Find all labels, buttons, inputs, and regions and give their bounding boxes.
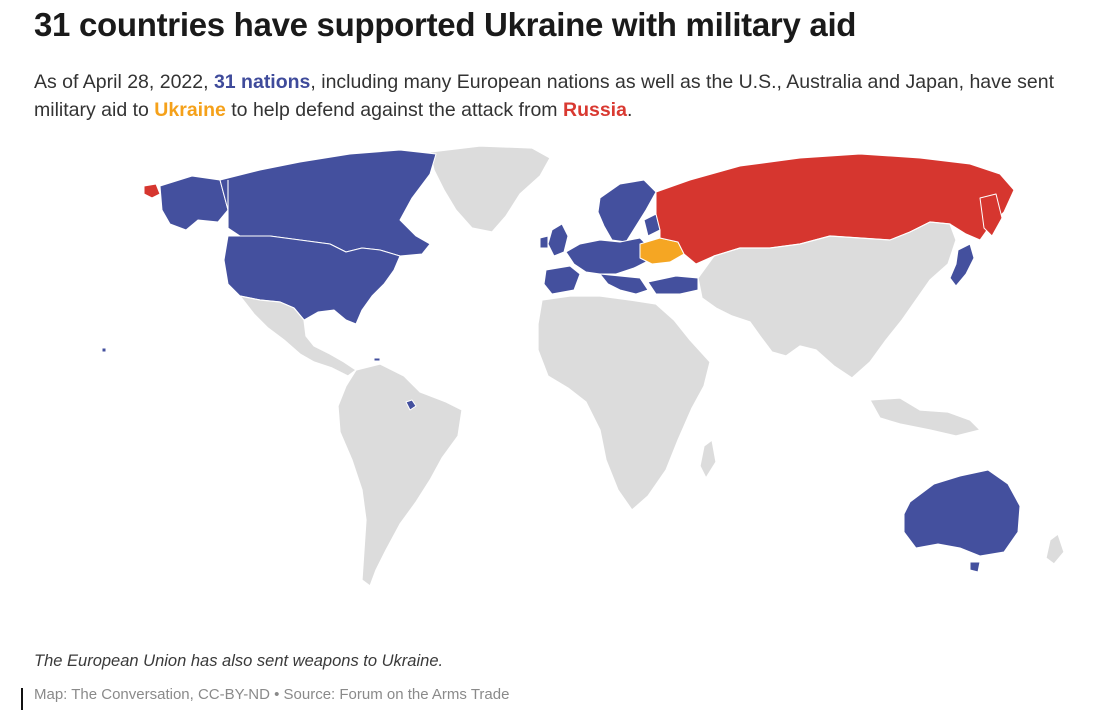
- country-caribbean-territory: [373, 357, 381, 362]
- continent-south-america: [337, 363, 463, 587]
- text-cursor: [21, 688, 23, 710]
- country-usa-hawaii: [101, 347, 107, 353]
- chart-title: 31 countries have supported Ukraine with…: [34, 6, 857, 43]
- region-scandinavia: [597, 179, 657, 243]
- subtitle-highlight-ukraine: Ukraine: [154, 99, 226, 121]
- country-australia: [903, 469, 1021, 557]
- world-map: [100, 140, 1100, 600]
- region-western-central-europe: [565, 237, 651, 275]
- country-ireland: [539, 235, 549, 249]
- country-japan: [949, 243, 975, 287]
- country-iberia: [543, 265, 581, 295]
- country-mexico: [239, 295, 357, 377]
- country-french-guiana: [405, 399, 417, 411]
- country-uk: [547, 223, 569, 257]
- subtitle-highlight-russia: Russia: [562, 99, 627, 121]
- country-greenland: [429, 145, 551, 233]
- country-australia-tasmania: [969, 561, 981, 573]
- subtitle-text-3: to help defend against the attack from: [225, 99, 563, 121]
- world-map-svg: [101, 145, 1065, 587]
- country-russia-chukotka: [143, 183, 161, 199]
- subtitle-text-2: , including many European nations as wel…: [34, 71, 1055, 121]
- country-turkey: [647, 275, 699, 295]
- country-usa: [223, 235, 401, 325]
- chart-subtitle: As of April 28, 2022, 31 nations, includ…: [34, 68, 1104, 124]
- subtitle-highlight-nations: 31 nations: [213, 71, 311, 93]
- subtitle-text-4: .: [626, 99, 633, 121]
- map-credit: Map: The Conversation, CC-BY-ND • Source…: [34, 686, 510, 703]
- country-russia-kamchatka: [979, 193, 1003, 237]
- continent-africa: [537, 295, 711, 511]
- subtitle-text-1: As of April 28, 2022,: [34, 71, 214, 93]
- country-usa-alaska: [159, 175, 229, 231]
- region-southeast-asia-islands: [869, 397, 981, 437]
- region-middle-east-asia: [697, 221, 957, 379]
- country-madagascar: [699, 439, 717, 479]
- country-new-zealand: [1045, 533, 1065, 565]
- country-italy-balkans: [599, 273, 649, 295]
- map-note: The European Union has also sent weapons…: [34, 652, 444, 670]
